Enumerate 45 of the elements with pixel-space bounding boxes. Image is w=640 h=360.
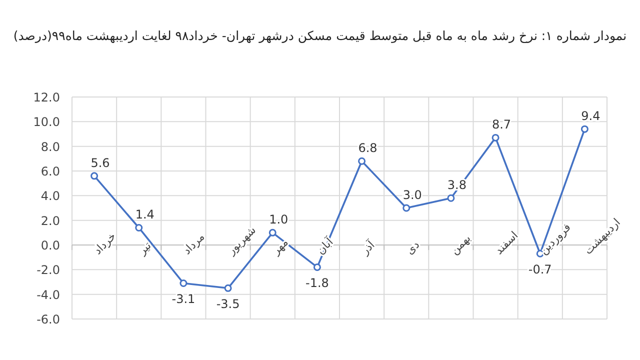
x-tick-label: آبان — [313, 234, 336, 258]
x-tick-label: مهر — [268, 236, 291, 258]
point — [447, 194, 455, 202]
x-tick-label: آذر — [357, 237, 378, 258]
data-label: 3.0 — [402, 188, 422, 202]
point — [358, 157, 366, 165]
point — [402, 204, 410, 212]
data-label: -3.1 — [172, 292, 196, 306]
data-label: 1.0 — [269, 212, 288, 227]
data-label: 1.4 — [135, 208, 154, 222]
y-tick-label: 0.0 — [40, 238, 60, 252]
x-tick-label: مرداد — [180, 230, 208, 258]
y-tick-label: 10.0 — [33, 115, 60, 130]
y-tick-label: 6.0 — [40, 164, 60, 178]
x-tick-label: دی — [403, 238, 422, 258]
x-tick-label: اردیبهشت — [582, 216, 623, 258]
data-label: 6.8 — [358, 141, 378, 156]
y-tick-label: -2.0 — [36, 263, 60, 278]
y-tick-label: 8.0 — [40, 140, 60, 154]
x-tick-label: شهریور — [224, 224, 259, 258]
y-tick-label: -6.0 — [36, 312, 60, 326]
x-tick-label: خرداد — [91, 230, 119, 258]
data-label: 8.7 — [492, 118, 512, 132]
y-tick-label: 12.0 — [33, 90, 60, 104]
data-label: -3.5 — [216, 297, 240, 312]
point — [224, 284, 232, 292]
point — [180, 279, 188, 287]
chart-title: نمودار شماره ۱: نرخ رشد ماه به ماه قبل متوسط قیمت مسکن درشهر تهران- خرداد۹۸ لغایت اردیبهشت ماه۹۹(درصد) — [13, 28, 627, 44]
point — [313, 263, 321, 271]
y-tick-label: -4.0 — [36, 288, 60, 302]
y-tick-label: 2.0 — [40, 214, 60, 228]
x-tick-label: تیر — [135, 239, 154, 258]
data-label: 5.6 — [90, 156, 110, 170]
x-tick-label: بهمن — [448, 232, 474, 258]
y-tick-label: 4.0 — [40, 189, 60, 204]
x-tick-label: اسفند — [492, 228, 521, 258]
data-label: 9.4 — [581, 109, 600, 124]
point — [268, 228, 276, 236]
x-tick-label: فروردین — [537, 220, 574, 258]
point — [580, 125, 588, 133]
point — [135, 224, 143, 232]
point — [90, 172, 98, 180]
data-label: -1.8 — [305, 276, 329, 290]
data-label: -0.7 — [528, 262, 552, 277]
point — [492, 134, 500, 142]
